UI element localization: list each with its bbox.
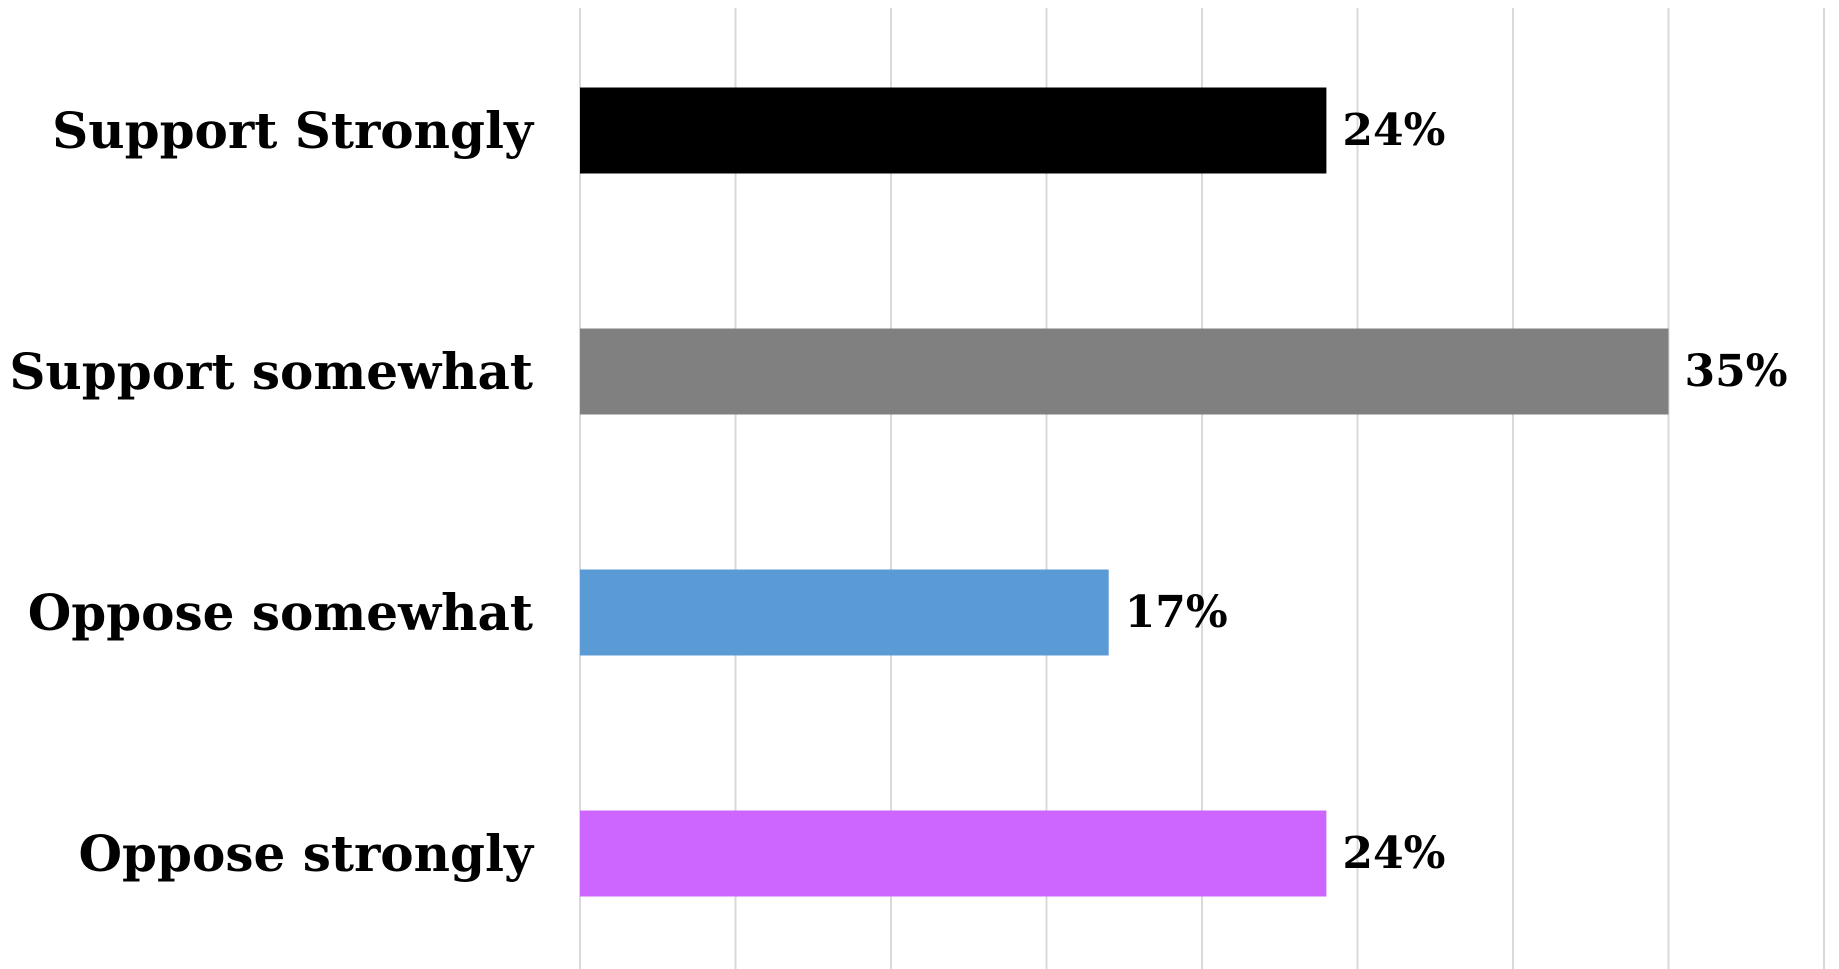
bars bbox=[580, 87, 1669, 897]
bar-oppose-somewhat bbox=[580, 569, 1109, 656]
data-label: 24% bbox=[1342, 105, 1445, 156]
bar-support-somewhat bbox=[580, 328, 1669, 415]
bar-oppose-strongly bbox=[580, 810, 1327, 897]
bar-support-strongly bbox=[580, 87, 1327, 174]
data-label: 24% bbox=[1342, 828, 1445, 879]
data-label: 17% bbox=[1125, 587, 1228, 638]
data-label: 35% bbox=[1685, 346, 1788, 397]
category-label: Oppose strongly bbox=[79, 824, 535, 883]
category-label: Support Strongly bbox=[52, 101, 535, 160]
category-label: Support somewhat bbox=[9, 342, 533, 401]
labels: Support Strongly 24% Support somewhat 35% Op… bbox=[9, 101, 1787, 883]
category-label: Oppose somewhat bbox=[28, 583, 533, 642]
